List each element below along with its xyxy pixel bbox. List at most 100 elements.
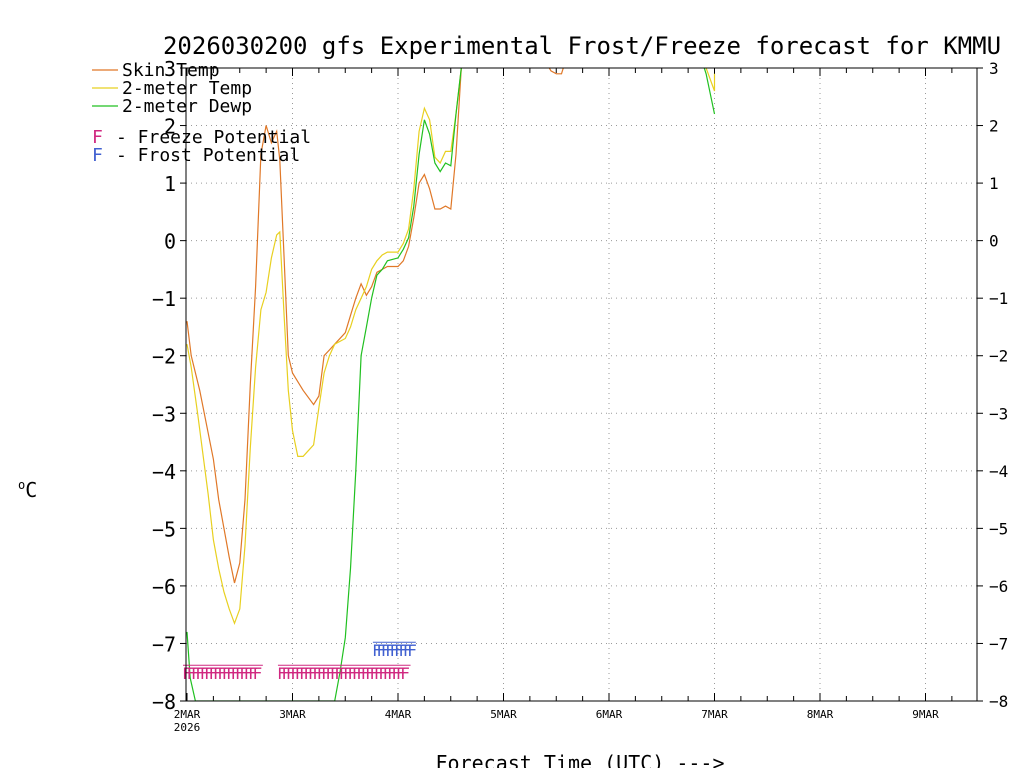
y-tick-label-left: 3 <box>164 57 176 81</box>
legend-symbol-label: - Frost Potential <box>116 145 300 166</box>
frost-marker: F <box>390 641 400 660</box>
freeze-marker: F <box>222 664 232 683</box>
y-tick-label-left: −2 <box>152 345 176 369</box>
freeze-marker: F <box>378 664 388 683</box>
legend-line-label: 2-meter Temp <box>122 78 252 99</box>
freeze-marker: F <box>400 664 410 683</box>
y-axis-label-degree: o <box>18 478 25 492</box>
two-meter-dewp-fragment <box>703 68 716 115</box>
freeze-marker: F <box>348 664 358 683</box>
freeze-marker: F <box>191 664 201 683</box>
frost-marker: F <box>407 641 417 660</box>
y-tick-label-right: −4 <box>989 462 1008 481</box>
y-tick-label-left: 2 <box>164 115 176 139</box>
y-tick-label-right: −2 <box>989 347 1008 366</box>
freeze-marker: F <box>304 664 314 683</box>
freeze-marker: F <box>299 664 309 683</box>
x-tick-label: 9MAR <box>912 708 939 721</box>
freeze-marker: F <box>286 664 296 683</box>
y-axis-label: oC <box>18 478 37 502</box>
frost-marker: F <box>398 641 408 660</box>
x-tick-label: 8MAR <box>807 708 834 721</box>
freeze-marker: F <box>352 664 362 683</box>
freeze-marker: F <box>277 664 287 683</box>
legend-line-label: Skin Temp <box>122 60 220 81</box>
frost-marker: F <box>381 641 391 660</box>
freeze-marker: F <box>217 664 227 683</box>
freeze-marker: F <box>383 664 393 683</box>
y-tick-label-right: −8 <box>989 692 1008 711</box>
y-tick-label-left: −1 <box>152 287 176 311</box>
freeze-marker: F <box>290 664 300 683</box>
freeze-marker: F <box>396 664 406 683</box>
y-tick-label-right: 3 <box>989 59 999 78</box>
freeze-marker: F <box>308 664 318 683</box>
x-tick-label: 7MAR <box>701 708 728 721</box>
freeze-marker: F <box>209 664 219 683</box>
x-tick-label: 3MAR <box>279 708 306 721</box>
freeze-marker: F <box>226 664 236 683</box>
two-meter-temp-fragment <box>705 68 716 92</box>
y-axis-label-unit: C <box>25 478 37 502</box>
freeze-marker: F <box>231 664 241 683</box>
y-tick-label-left: −3 <box>152 402 176 426</box>
y-tick-label-right: −3 <box>989 404 1008 423</box>
freeze-marker: F <box>253 664 263 683</box>
y-tick-label-left: 1 <box>164 172 176 196</box>
freeze-marker: F <box>321 664 331 683</box>
freeze-marker: F <box>248 664 258 683</box>
frost-marker: F <box>394 641 404 660</box>
freeze-marker: F <box>370 664 380 683</box>
legend-line-label: 2-meter Dewp <box>122 96 252 117</box>
y-tick-label-right: −5 <box>989 519 1008 538</box>
plot-frame <box>185 67 978 702</box>
legend-symbol-label: - Freeze Potential <box>116 127 311 148</box>
frost-marker: F <box>403 641 413 660</box>
y-tick-label-left: −6 <box>152 575 176 599</box>
frost-marker: F <box>376 641 386 660</box>
freeze-marker: F <box>187 664 197 683</box>
x-tick-label: 2MAR <box>174 708 201 721</box>
y-tick-label-left: 0 <box>164 230 176 254</box>
freeze-marker: F <box>295 664 305 683</box>
frost-marker: F <box>385 641 395 660</box>
grid-lines <box>186 68 977 701</box>
freeze-marker: F <box>392 664 402 683</box>
series-line-2-meter-dewp <box>186 68 462 701</box>
x-tick-label: 4MAR <box>385 708 412 721</box>
freeze-marker: F <box>317 664 327 683</box>
freeze-marker: F <box>334 664 344 683</box>
freeze-marker: F <box>387 664 397 683</box>
legend-symbol: F <box>92 127 103 148</box>
freeze-marker: F <box>365 664 375 683</box>
y-tick-label-right: −1 <box>989 289 1008 308</box>
freeze-marker: F <box>235 664 245 683</box>
freeze-marker: F <box>326 664 336 683</box>
freeze-marker: F <box>239 664 249 683</box>
x-tick-label: 5MAR <box>490 708 517 721</box>
series-line-skin-temp <box>186 68 462 584</box>
chart-title: 2026030200 gfs Experimental Frost/Freeze… <box>163 32 1001 60</box>
y-tick-label-right: 1 <box>989 174 999 193</box>
freeze-marker: F <box>282 664 292 683</box>
freeze-marker: F <box>343 664 353 683</box>
x-tick-label: 6MAR <box>596 708 623 721</box>
y-tick-label-left: −5 <box>152 517 176 541</box>
y-tick-label-right: 0 <box>989 232 999 251</box>
y-tick-label-right: −7 <box>989 634 1008 653</box>
y-tick-label-right: 2 <box>989 117 999 136</box>
freeze-marker: F <box>312 664 322 683</box>
freeze-marker: F <box>195 664 205 683</box>
y-tick-label-left: −7 <box>152 632 176 656</box>
freeze-marker: F <box>204 664 214 683</box>
y-axis-right: 3 2 1 0 −1 −2 −3 −4 −5 −6 −7 −8 <box>977 59 1008 711</box>
y-axis-left: 3 2 1 0 −1 −2 −3 −4 −5 −6 −7 −8 <box>152 57 186 714</box>
x-tick-sublabel: 2026 <box>174 721 201 734</box>
freeze-marker: F <box>374 664 384 683</box>
freeze-marker: F <box>213 664 223 683</box>
freeze-marker: F <box>244 664 254 683</box>
